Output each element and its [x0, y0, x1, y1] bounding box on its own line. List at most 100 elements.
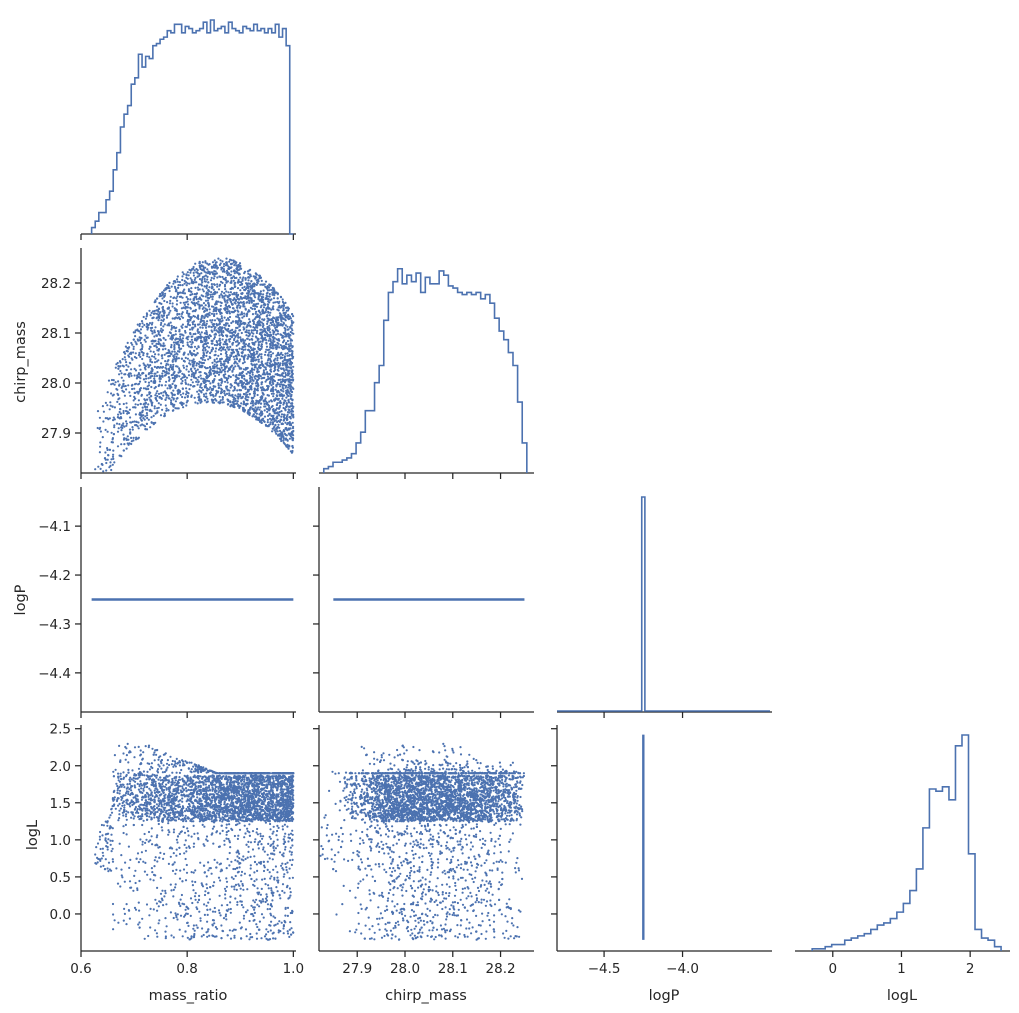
scatter-point — [182, 392, 185, 395]
scatter-point — [165, 364, 168, 367]
scatter-point — [281, 434, 284, 437]
scatter-point — [228, 356, 231, 359]
scatter-point — [231, 343, 234, 346]
scatter-point — [155, 803, 158, 806]
scatter-point — [117, 365, 120, 368]
scatter-point — [154, 394, 157, 397]
scatter-point — [213, 906, 216, 910]
scatter-point — [159, 414, 163, 417]
scatter-point — [233, 309, 236, 313]
scatter-point — [215, 344, 219, 347]
scatter-point — [138, 413, 141, 416]
scatter-point — [204, 260, 207, 263]
scatter-point — [116, 445, 120, 448]
scatter-point — [243, 272, 246, 275]
scatter-point — [216, 283, 219, 286]
scatter-point — [104, 401, 107, 404]
scatter-point — [213, 363, 216, 366]
scatter-point — [133, 331, 137, 334]
scatter-point — [233, 936, 236, 939]
scatter-point — [204, 266, 207, 269]
scatter-point — [173, 343, 176, 347]
scatter-point — [110, 468, 113, 472]
scatter-point — [288, 445, 291, 448]
scatter-point — [185, 296, 188, 299]
scatter-point — [285, 361, 288, 364]
scatter-point — [156, 316, 159, 319]
scatter-point — [170, 343, 173, 347]
scatter-point — [206, 811, 209, 815]
scatter-point — [260, 360, 263, 363]
scatter-point — [167, 334, 170, 337]
scatter-point — [134, 438, 138, 441]
scatter-point — [118, 423, 121, 426]
scatter-point — [192, 274, 195, 277]
scatter-point — [161, 357, 164, 360]
scatter-point — [204, 383, 208, 386]
scatter-point — [189, 307, 192, 310]
scatter-point — [181, 316, 185, 319]
scatter-point — [262, 388, 265, 391]
scatter-point — [241, 292, 244, 295]
scatter-point — [235, 374, 238, 377]
scatter-point — [137, 427, 140, 430]
scatter-point — [171, 337, 175, 340]
scatter-point — [133, 374, 136, 377]
scatter-point — [250, 286, 254, 290]
scatter-point — [290, 361, 293, 364]
scatter-point — [183, 292, 187, 295]
scatter-point — [201, 307, 204, 310]
scatter-point — [279, 323, 283, 327]
scatter-point — [121, 389, 124, 392]
scatter-point — [214, 398, 217, 401]
scatter-point — [282, 307, 285, 310]
scatter-point — [191, 341, 194, 344]
scatter-point — [264, 405, 267, 408]
y-tick-label: 27.9 — [41, 426, 71, 442]
scatter-point — [199, 371, 202, 374]
scatter-point — [149, 345, 152, 349]
scatter-point — [224, 394, 227, 397]
scatter-point — [182, 306, 185, 309]
scatter-point — [226, 403, 229, 406]
scatter-point — [285, 402, 288, 405]
scatter-point — [200, 294, 203, 297]
scatter-point — [281, 372, 285, 375]
scatter-point — [276, 300, 279, 304]
scatter-point — [207, 337, 211, 340]
scatter-point — [233, 283, 236, 286]
scatter-point — [209, 386, 212, 389]
scatter-point — [284, 373, 288, 377]
scatter-point — [240, 903, 243, 907]
scatter-point — [281, 345, 284, 348]
scatter-point — [265, 341, 268, 344]
scatter-point — [243, 315, 246, 318]
scatter-point — [155, 334, 158, 337]
scatter-point — [233, 337, 236, 340]
scatter-point — [100, 462, 103, 466]
scatter-point — [260, 357, 263, 360]
scatter-point — [251, 371, 254, 374]
scatter-point — [122, 438, 126, 441]
scatter-point — [155, 366, 158, 369]
scatter-point — [264, 424, 268, 427]
scatter-point — [108, 448, 111, 451]
scatter-point — [209, 295, 212, 298]
scatter-point — [202, 393, 206, 396]
scatter-point — [256, 329, 259, 332]
scatter-point — [135, 420, 138, 423]
scatter-point — [117, 398, 120, 401]
scatter-point — [141, 414, 144, 417]
scatter-point — [240, 402, 243, 405]
scatter-point — [141, 843, 144, 846]
scatter-point — [203, 346, 207, 349]
scatter-point — [187, 322, 190, 325]
scatter-point — [104, 428, 107, 431]
scatter-point — [220, 349, 223, 352]
scatter-point — [243, 312, 246, 315]
scatter-point — [145, 412, 148, 415]
scatter-point — [267, 317, 270, 320]
scatter-point — [253, 387, 256, 390]
scatter-point — [174, 386, 177, 389]
scatter-point — [280, 415, 283, 418]
